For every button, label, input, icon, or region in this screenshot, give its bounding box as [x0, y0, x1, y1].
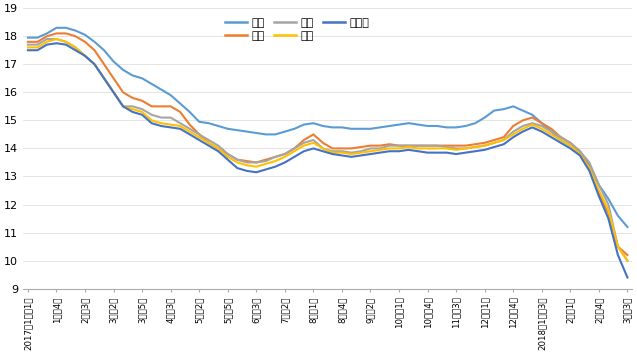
黑龙江	[367, 152, 375, 156]
Line: 全国: 全国	[28, 28, 627, 227]
辽宁	[43, 37, 51, 41]
黑龙江	[281, 160, 289, 165]
辽宁	[624, 258, 631, 263]
吉林	[329, 150, 336, 155]
吉林	[367, 149, 375, 153]
辽宁	[281, 152, 289, 156]
吉林	[281, 155, 289, 159]
北京	[281, 152, 289, 156]
北京	[424, 143, 431, 148]
全国	[329, 125, 336, 130]
Line: 辽宁: 辽宁	[28, 39, 627, 261]
全国	[424, 124, 431, 128]
辽宁	[414, 143, 422, 148]
北京	[367, 143, 375, 148]
北京	[53, 31, 61, 35]
辽宁	[329, 149, 336, 153]
吉林	[424, 146, 431, 150]
Line: 黑龙江: 黑龙江	[28, 43, 627, 278]
北京	[110, 76, 117, 80]
吉林	[414, 146, 422, 150]
黑龙江	[53, 41, 61, 45]
吉林	[624, 258, 631, 263]
辽宁	[424, 143, 431, 148]
北京	[624, 253, 631, 257]
黑龙江	[424, 150, 431, 155]
吉林	[53, 37, 61, 41]
北京	[24, 40, 32, 44]
北京	[414, 143, 422, 148]
全国	[110, 59, 117, 64]
黑龙江	[24, 48, 32, 52]
吉林	[110, 90, 117, 95]
辽宁	[367, 146, 375, 150]
全国	[367, 127, 375, 131]
全国	[414, 122, 422, 127]
全国	[24, 35, 32, 40]
全国	[624, 225, 631, 229]
北京	[329, 146, 336, 150]
黑龙江	[624, 275, 631, 280]
吉林	[24, 45, 32, 50]
黑龙江	[110, 90, 117, 95]
黑龙江	[329, 152, 336, 156]
辽宁	[24, 42, 32, 47]
Line: 吉林: 吉林	[28, 39, 627, 261]
全国	[281, 130, 289, 134]
Legend: 全国, 北京, 辽宁, 吉林, 黑龙江: 全国, 北京, 辽宁, 吉林, 黑龙江	[220, 14, 374, 45]
辽宁	[110, 90, 117, 95]
全国	[53, 26, 61, 30]
黑龙江	[414, 149, 422, 153]
Line: 北京: 北京	[28, 33, 627, 255]
